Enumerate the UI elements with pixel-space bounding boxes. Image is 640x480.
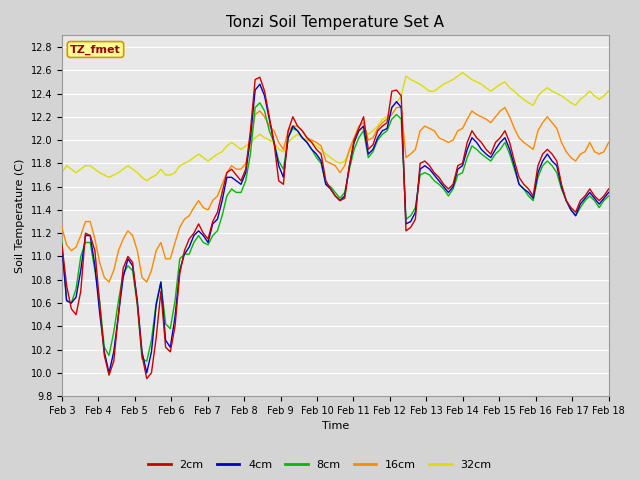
Legend: 2cm, 4cm, 8cm, 16cm, 32cm: 2cm, 4cm, 8cm, 16cm, 32cm [144, 456, 496, 474]
Text: TZ_fmet: TZ_fmet [70, 44, 121, 55]
Y-axis label: Soil Temperature (C): Soil Temperature (C) [15, 158, 25, 273]
X-axis label: Time: Time [322, 421, 349, 432]
Title: Tonzi Soil Temperature Set A: Tonzi Soil Temperature Set A [227, 15, 444, 30]
